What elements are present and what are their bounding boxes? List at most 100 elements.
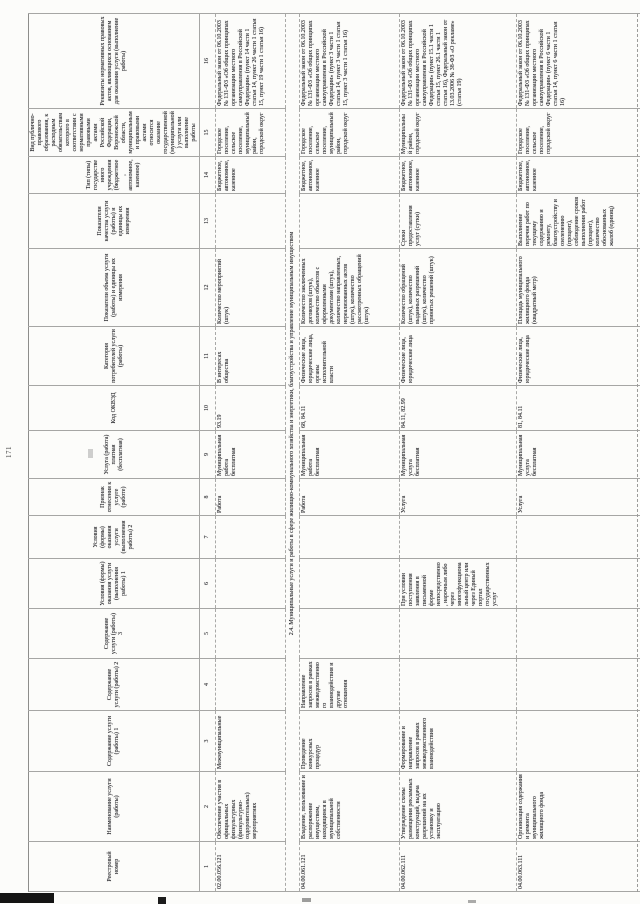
- table-row: 02.00.056.121 Обеспечение участия в офици…: [215, 13, 286, 892]
- column-number-cell: 8: [199, 478, 216, 516]
- table-cell: [516, 515, 640, 559]
- column-header: Условия (формы) оказания услуги (выполне…: [28, 515, 200, 559]
- table-cell: [215, 558, 286, 609]
- table-cell: Выполнение перечня работ по текущему сод…: [516, 193, 640, 249]
- column-header: Реквизиты нормативных правовых актов, яв…: [28, 13, 200, 109]
- table-cell: [516, 608, 640, 659]
- table-cell: Сроки предоставления услуг (сутки): [399, 193, 517, 249]
- table-cell: Бюджетное, автономное, казенное: [516, 156, 640, 194]
- column-header: Условия (формы) оказания услуги (выполне…: [28, 558, 200, 609]
- column-header: Тип (типы) государственного учреждения (…: [28, 156, 200, 194]
- table-row: 04.00.061.121 Владение, пользование и рас…: [299, 13, 400, 892]
- table-cell: Бюджетное, автономное, казенное: [299, 156, 400, 194]
- header-row: Реестровый номер Наименование услуги (раб…: [28, 13, 200, 892]
- reestr-number-cell: 04.00.061.121: [299, 841, 400, 892]
- column-number-cell: 2: [199, 771, 216, 842]
- column-number-cell: 4: [199, 658, 216, 711]
- table-cell: Бюджетное, автономное, казенное: [215, 156, 286, 194]
- registry-table: Реестровый номер Наименование услуги (раб…: [28, 13, 640, 892]
- table-cell: [399, 658, 517, 711]
- table-cell: При условии поступления заявления в пись…: [399, 558, 517, 609]
- table-cell: [399, 515, 517, 559]
- table-cell: Работа: [299, 478, 400, 516]
- column-number-cell: 9: [199, 430, 216, 479]
- column-number-cell: 5: [199, 608, 216, 659]
- table-row: 04.00.063.111 Организация содержания и ре…: [516, 13, 640, 892]
- table-cell: [215, 193, 286, 249]
- table-cell: Направление запросов в рамках межведомст…: [299, 658, 400, 711]
- column-number-cell: 10: [199, 385, 216, 431]
- table-cell: 84.11, 82.99: [399, 385, 517, 431]
- table-cell: 68, 84.11: [299, 385, 400, 431]
- table-cell: Бюджетное, автономное, казенное: [399, 156, 517, 194]
- table-cell: [516, 658, 640, 711]
- column-header: Категория потребителей услуги (работы): [28, 326, 200, 386]
- table-cell: Организация содержания и ремонта муницип…: [516, 771, 640, 842]
- column-number-cell: 7: [199, 515, 216, 559]
- scan-artifact-smudge: [88, 449, 93, 458]
- table-cell: Муниципальная услуга бесплатная: [516, 430, 640, 479]
- column-header: Услуга (работа) платная (бесплатная): [28, 430, 200, 479]
- column-header: Признак отнесения к услуге (работе): [28, 478, 200, 516]
- column-header: Содержание услуги (работы) 3: [28, 608, 200, 659]
- table-cell: Услуга: [399, 478, 517, 516]
- column-header: Содержание услуги (работы) 1: [28, 710, 200, 772]
- table-cell: Владение, пользование и распоряжение иму…: [299, 771, 400, 842]
- table-cell: Городское поселение, сельское поселение,…: [215, 108, 286, 157]
- table-cell: Физические лица, юридические лица, орган…: [299, 326, 400, 386]
- column-number-cell: 1: [199, 841, 216, 892]
- reestr-number-cell: 02.00.056.121: [215, 841, 286, 892]
- table-cell: Услуга: [516, 478, 640, 516]
- table-cell: Утверждение схемы размещения рекламных к…: [399, 771, 517, 842]
- table-cell: Федеральный закон от 06.10.2003 № 131-ФЗ…: [299, 13, 400, 109]
- column-header: Вид публично-правового образования, к ра…: [28, 108, 200, 157]
- column-number-cell: 6: [199, 558, 216, 609]
- column-number-cell: 16: [199, 13, 216, 109]
- table-cell: Федеральный закон от 06.10.2003 № 131-ФЗ…: [399, 13, 517, 109]
- table-cell: [299, 558, 400, 609]
- scan-artifact-dash: [302, 898, 311, 902]
- table-cell: Площадь муниципального жилищного фонда (…: [516, 248, 640, 327]
- table-cell: [516, 558, 640, 609]
- column-header: Реестровый номер: [28, 841, 200, 892]
- table-cell: [215, 515, 286, 559]
- column-number-cell: 14: [199, 156, 216, 194]
- table-cell: [299, 608, 400, 659]
- reestr-number-cell: 04.00.062.111: [399, 841, 517, 892]
- column-header: Наименование услуги (работы): [28, 771, 200, 842]
- registry-table-body: Реестровый номер Наименование услуги (раб…: [28, 13, 640, 892]
- column-header: Код ОКВЭД: [28, 385, 200, 431]
- page-edge-cut-line: [637, 14, 638, 892]
- section-row: 2.4. Муниципальные услуги и работы в сфе…: [285, 13, 300, 892]
- table-cell: Муниципальная работа бесплатная: [215, 430, 286, 479]
- column-number-cell: 11: [199, 326, 216, 386]
- table-cell: Проведение конкурсных процедур: [299, 710, 400, 772]
- table-cell: Количество мероприятий (штук): [215, 248, 286, 327]
- scan-artifact-black-bar: [0, 893, 54, 903]
- table-cell: Физические лица, юридические лица: [516, 326, 640, 386]
- column-number-cell: 13: [199, 193, 216, 249]
- table-cell: Муниципальный район, городской округ: [399, 108, 517, 157]
- table-cell: [215, 658, 286, 711]
- column-header: Показатели объема услуги (работы) и един…: [28, 248, 200, 327]
- column-header: Содержание услуги (работы) 2: [28, 658, 200, 711]
- table-cell: Физические лица, юридические лица: [399, 326, 517, 386]
- table-cell: [215, 608, 286, 659]
- table-cell: Обеспечение участия в официальных физкул…: [215, 771, 286, 842]
- column-number-cell: 3: [199, 710, 216, 772]
- table-cell: [399, 608, 517, 659]
- column-number-cell: 15: [199, 108, 216, 157]
- table-cell: [516, 710, 640, 772]
- column-number-row: 1 2 3 4 5 6 7 8 9 10 11 12 13 14 15 16: [199, 13, 216, 892]
- scan-artifact-dot: [158, 897, 166, 904]
- table-row: 04.00.062.111 Утверждение схемы размещени…: [399, 13, 517, 892]
- table-cell: Федеральный закон от 06.10.2003 № 131-ФЗ…: [516, 13, 640, 109]
- table-cell: Городское поселение, сельское поселение,…: [299, 108, 400, 157]
- table-cell: Федеральный закон от 06.10.2003 № 131-ФЗ…: [215, 13, 286, 109]
- section-title: 2.4. Муниципальные услуги и работы в сфе…: [285, 13, 300, 892]
- table-cell: В интересах общества: [215, 326, 286, 386]
- table-cell: Муниципальная работа бесплатная: [299, 430, 400, 479]
- table-cell: 81, 84.11: [516, 385, 640, 431]
